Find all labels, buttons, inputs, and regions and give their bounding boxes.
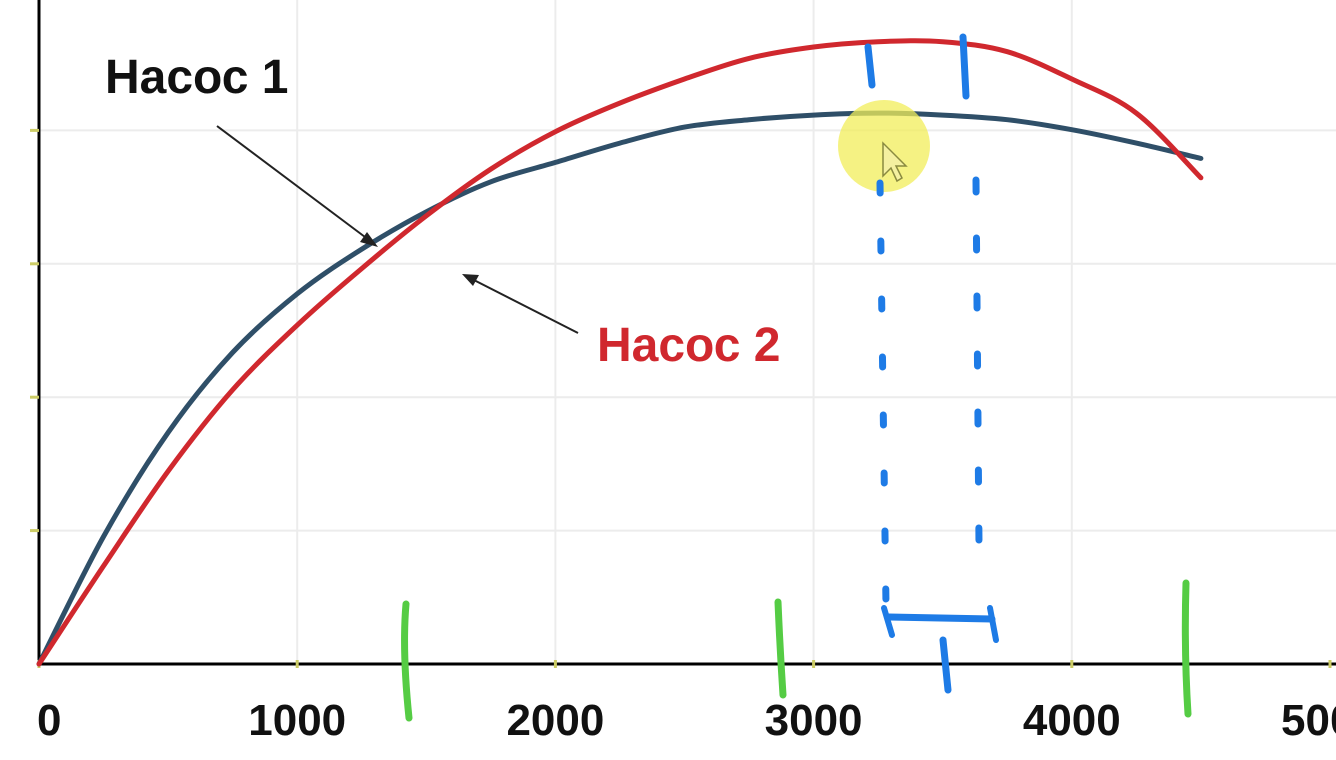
blue-tick-left [864,43,876,89]
pump2-label: Насос 2 [597,319,780,372]
blue-bracket-stem [939,636,952,694]
x-tick-label: 1000 [248,696,346,745]
x-tick-label: 0 [37,696,61,745]
green-mark-2 [774,598,787,699]
blue-bracket-left [881,605,895,638]
pump1-label-arrow [216,125,374,244]
blue-bracket-right [987,605,999,643]
grid [39,0,1336,664]
series-lines [36,38,1204,667]
blue-bracket-span [884,613,996,623]
blue-dotted-line-right [972,176,983,549]
series-line-1 [36,110,1204,667]
green-pen-annotations [401,579,1192,722]
x-tick-label: 4000 [1023,696,1121,745]
pump1-label: Насос 1 [105,51,288,104]
plot-area-frame [37,0,1336,666]
y-tick-marks [30,128,39,533]
green-mark-3 [1181,579,1192,718]
x-axis-ticks: 0 1000 2000 3000 4000 5000 [37,660,1336,745]
blue-tick-right [959,33,970,100]
series-line-2 [36,38,1204,667]
mouse-pointer-icon [882,141,908,183]
x-tick-label: 5000 [1281,696,1336,745]
x-tick-label: 2000 [506,696,604,745]
blue-dotted-line-left [876,179,890,609]
pump2-arrowhead [462,274,479,286]
pump1-arrowhead [360,232,378,247]
green-mark-1 [401,600,413,722]
blue-pen-annotations [864,33,999,694]
pump2-label-arrow [467,276,579,334]
x-tick-label: 3000 [765,696,863,745]
